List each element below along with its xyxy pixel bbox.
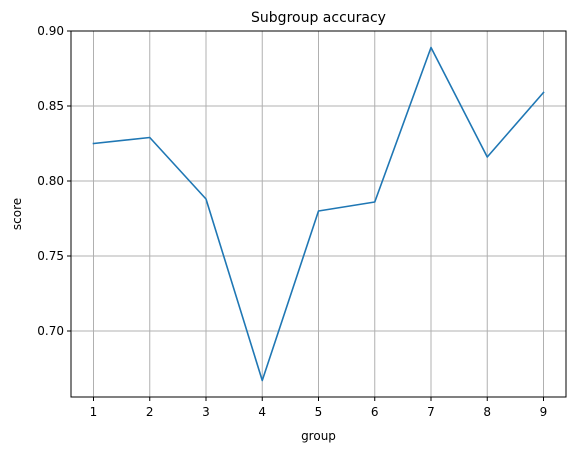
x-tick-label: 9 [540,405,548,419]
grid-lines [71,30,566,397]
x-tick-label: 7 [427,405,435,419]
axis-ticks: 1 2 3 4 5 6 7 8 9 0.70 0.75 0.80 0.85 0.90 [37,24,547,419]
x-tick-label: 2 [146,405,154,419]
y-tick-label: 0.80 [37,174,64,188]
series-line [92,46,545,382]
x-axis-label: group [301,429,336,443]
x-tick-label: 8 [483,405,491,419]
y-tick-label: 0.75 [37,249,64,263]
x-tick-label: 4 [258,405,266,419]
series-lines [92,46,545,382]
x-tick-label: 6 [371,405,379,419]
x-tick-label: 1 [90,405,98,419]
y-axis-label: score [10,198,24,230]
x-tick-label: 3 [202,405,210,419]
chart-title: Subgroup accuracy [251,10,386,26]
y-tick-label: 0.70 [37,324,64,338]
y-tick-label: 0.85 [37,99,64,113]
y-tick-label: 0.90 [37,24,64,38]
x-tick-label: 5 [315,405,323,419]
